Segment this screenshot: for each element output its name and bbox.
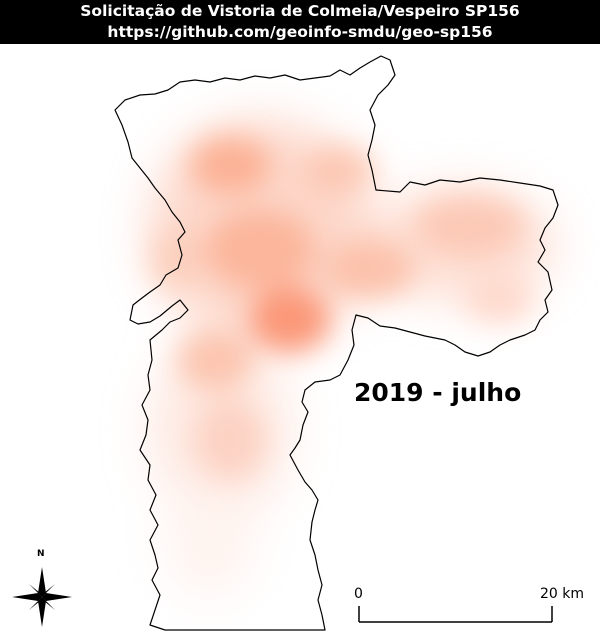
scale-start-label: 0 [354,586,363,602]
map-title: Solicitação de Vistoria de Colmeia/Vespe… [80,2,520,20]
scale-bar [358,606,553,623]
heatmap-layer [150,120,555,600]
scale-end-label: 20 km [540,586,585,602]
map-subtitle: https://github.com/geoinfo-smdu/geo-sp15… [107,23,493,41]
map-title-bar: Solicitação de Vistoria de Colmeia/Vespe… [0,0,600,44]
period-label: 2019 - julho [354,378,522,407]
north-label: N [37,549,45,559]
compass-rose-icon [12,567,72,627]
city-boundary [114,55,559,631]
